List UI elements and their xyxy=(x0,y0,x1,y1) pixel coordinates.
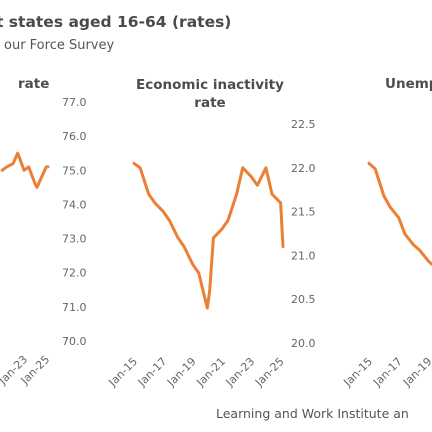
y-tick-label: 70.0 xyxy=(62,335,87,348)
y-tick-label: 20.0 xyxy=(291,337,316,350)
y-tick-label: 22.0 xyxy=(291,162,316,175)
chart-title: t states aged 16-64 (rates) xyxy=(0,13,231,31)
y-tick-label: 71.0 xyxy=(62,301,87,314)
y-tick-label: 21.5 xyxy=(291,206,316,219)
y-tick-label: 76.0 xyxy=(62,130,87,143)
x-tick-label: Jan-17 xyxy=(370,355,405,390)
series-line xyxy=(367,161,432,267)
y-tick-label: 21.0 xyxy=(291,249,316,262)
x-tick-label: Jan-25 xyxy=(252,355,287,390)
x-tick-label: Jan-21 xyxy=(193,355,228,390)
x-tick-label: Jan-17 xyxy=(135,355,170,390)
source-note: Learning and Work Institute an xyxy=(216,406,409,421)
y-tick-label: 74.0 xyxy=(62,198,87,211)
panel-title: rate xyxy=(18,76,49,92)
y-tick-label: 72.0 xyxy=(62,267,87,280)
panel-title: rate xyxy=(194,95,225,111)
x-tick-label: Jan-23 xyxy=(223,355,258,390)
x-tick-label: Jan-15 xyxy=(341,355,376,390)
panel-title: Unemp xyxy=(385,76,432,92)
x-tick-label: Jan-19 xyxy=(164,355,199,390)
x-tick-label: Jan-19 xyxy=(400,355,432,390)
y-tick-label: 22.5 xyxy=(291,118,316,131)
chart-subtitle: our Force Survey xyxy=(4,38,115,53)
panel-title: Economic inactivity xyxy=(136,77,284,93)
y-tick-label: 20.5 xyxy=(291,293,316,306)
panel-0: rate77.076.075.074.073.072.071.070.0Jan-… xyxy=(0,76,87,388)
series-line xyxy=(0,151,50,189)
panel-1: Economic inactivity rate 22.5 22.0 21.5 21.0 2… xyxy=(106,77,316,390)
y-tick-label: 77.0 xyxy=(62,96,87,109)
x-tick-label: Jan-15 xyxy=(106,355,141,390)
series-line xyxy=(132,161,285,310)
y-tick-label: 75.0 xyxy=(62,164,87,177)
y-tick-label: 73.0 xyxy=(62,233,87,246)
